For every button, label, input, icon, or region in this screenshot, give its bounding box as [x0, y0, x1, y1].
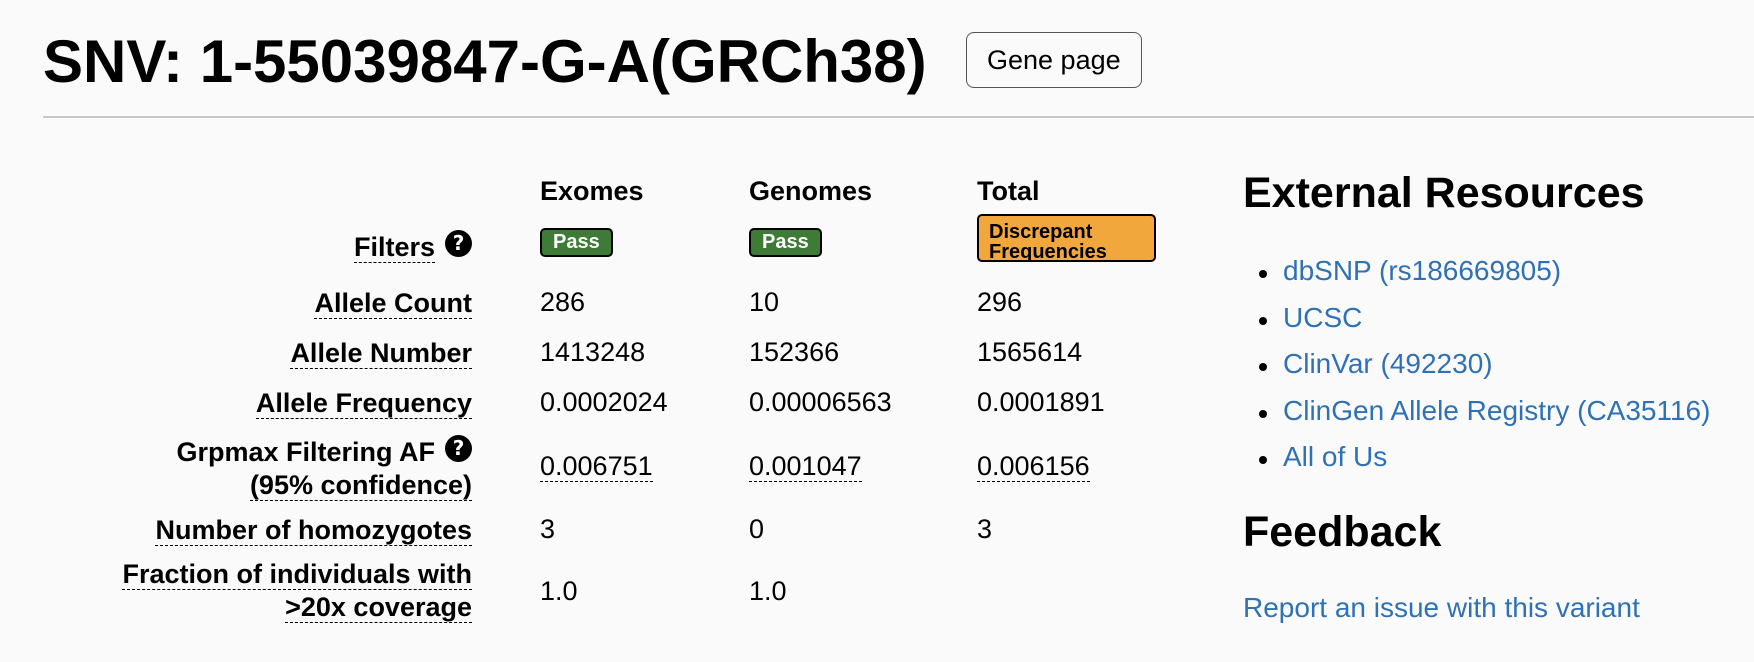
- allele-number-label[interactable]: Allele Number: [290, 338, 472, 369]
- all-of-us-link[interactable]: All of Us: [1283, 441, 1388, 472]
- grpmax-label-line1: Grpmax Filtering AF: [176, 437, 435, 467]
- external-resources-heading: External Resources: [1243, 169, 1645, 217]
- exomes-homozygotes: 3: [540, 514, 556, 544]
- total-homozygotes: 3: [977, 514, 993, 544]
- exomes-grpmax-af[interactable]: 0.006751: [540, 451, 653, 482]
- coverage-label-line2[interactable]: >20x coverage: [285, 592, 472, 623]
- filters-help-icon[interactable]: ?: [445, 230, 472, 257]
- total-allele-frequency: 0.0001891: [977, 387, 1105, 417]
- row-label-coverage: Fraction of individuals with >20x covera…: [122, 558, 472, 624]
- genomes-coverage: 1.0: [749, 576, 787, 606]
- exomes-filter-badge: Pass: [540, 228, 613, 257]
- list-item: dbSNP (rs186669805): [1243, 255, 1710, 302]
- grpmax-help-icon[interactable]: ?: [445, 435, 472, 462]
- grpmax-label-line2: (95% confidence): [249, 470, 472, 501]
- external-resources-list: dbSNP (rs186669805) UCSC ClinVar (492230…: [1243, 255, 1710, 488]
- total-allele-number: 1565614: [977, 337, 1083, 367]
- ucsc-link[interactable]: UCSC: [1283, 301, 1363, 333]
- page-header: SNV: 1-55039847-G-A(GRCh38) Gene page: [43, 28, 1754, 118]
- total-allele-count: 296: [977, 287, 1023, 317]
- allele-count-label[interactable]: Allele Count: [314, 288, 472, 319]
- dbsnp-link[interactable]: dbSNP (rs186669805): [1283, 255, 1562, 286]
- column-header-exomes: Exomes: [540, 176, 644, 206]
- genomes-filter-badge: Pass: [749, 228, 822, 257]
- exomes-allele-number: 1413248: [540, 337, 646, 367]
- genomes-homozygotes: 0: [749, 514, 765, 544]
- genomes-allele-number: 152366: [749, 337, 840, 367]
- total-grpmax-af[interactable]: 0.006156: [977, 451, 1090, 482]
- clinvar-link[interactable]: ClinVar (492230): [1283, 348, 1493, 379]
- list-item: ClinGen Allele Registry (CA35116): [1243, 395, 1710, 442]
- feedback-heading: Feedback: [1243, 508, 1442, 556]
- genomes-allele-count: 10: [749, 287, 780, 317]
- row-label-homozygotes: Number of homozygotes: [155, 514, 472, 547]
- gene-page-button[interactable]: Gene page: [966, 32, 1142, 88]
- row-label-allele-frequency: Allele Frequency: [255, 387, 472, 420]
- row-label-filters: Filters?: [353, 230, 472, 264]
- allele-frequency-label[interactable]: Allele Frequency: [255, 388, 472, 419]
- exomes-coverage: 1.0: [540, 576, 578, 606]
- coverage-label-line1[interactable]: Fraction of individuals with: [122, 559, 472, 590]
- homozygotes-label[interactable]: Number of homozygotes: [155, 515, 472, 546]
- column-header-genomes: Genomes: [749, 176, 873, 206]
- genomes-allele-frequency: 0.00006563: [749, 387, 892, 417]
- genomes-grpmax-af[interactable]: 0.001047: [749, 451, 862, 482]
- page-title: SNV: 1-55039847-G-A(GRCh38): [43, 28, 927, 95]
- clingen-link[interactable]: ClinGen Allele Registry (CA35116): [1283, 394, 1711, 426]
- row-label-allele-number: Allele Number: [290, 337, 472, 370]
- column-header-total: Total: [977, 176, 1040, 206]
- filters-label[interactable]: Filters: [353, 232, 435, 263]
- total-filter-badge: Discrepant Frequencies: [977, 214, 1156, 262]
- row-label-grpmax-af: Grpmax Filtering AF? (95% confidence): [176, 435, 472, 502]
- row-label-allele-count: Allele Count: [314, 287, 472, 320]
- list-item: All of Us: [1243, 441, 1710, 488]
- exomes-allele-count: 286: [540, 287, 586, 317]
- exomes-allele-frequency: 0.0002024: [540, 387, 668, 417]
- report-issue-link[interactable]: Report an issue with this variant: [1243, 592, 1640, 623]
- list-item: UCSC: [1243, 302, 1710, 349]
- list-item: ClinVar (492230): [1243, 348, 1710, 395]
